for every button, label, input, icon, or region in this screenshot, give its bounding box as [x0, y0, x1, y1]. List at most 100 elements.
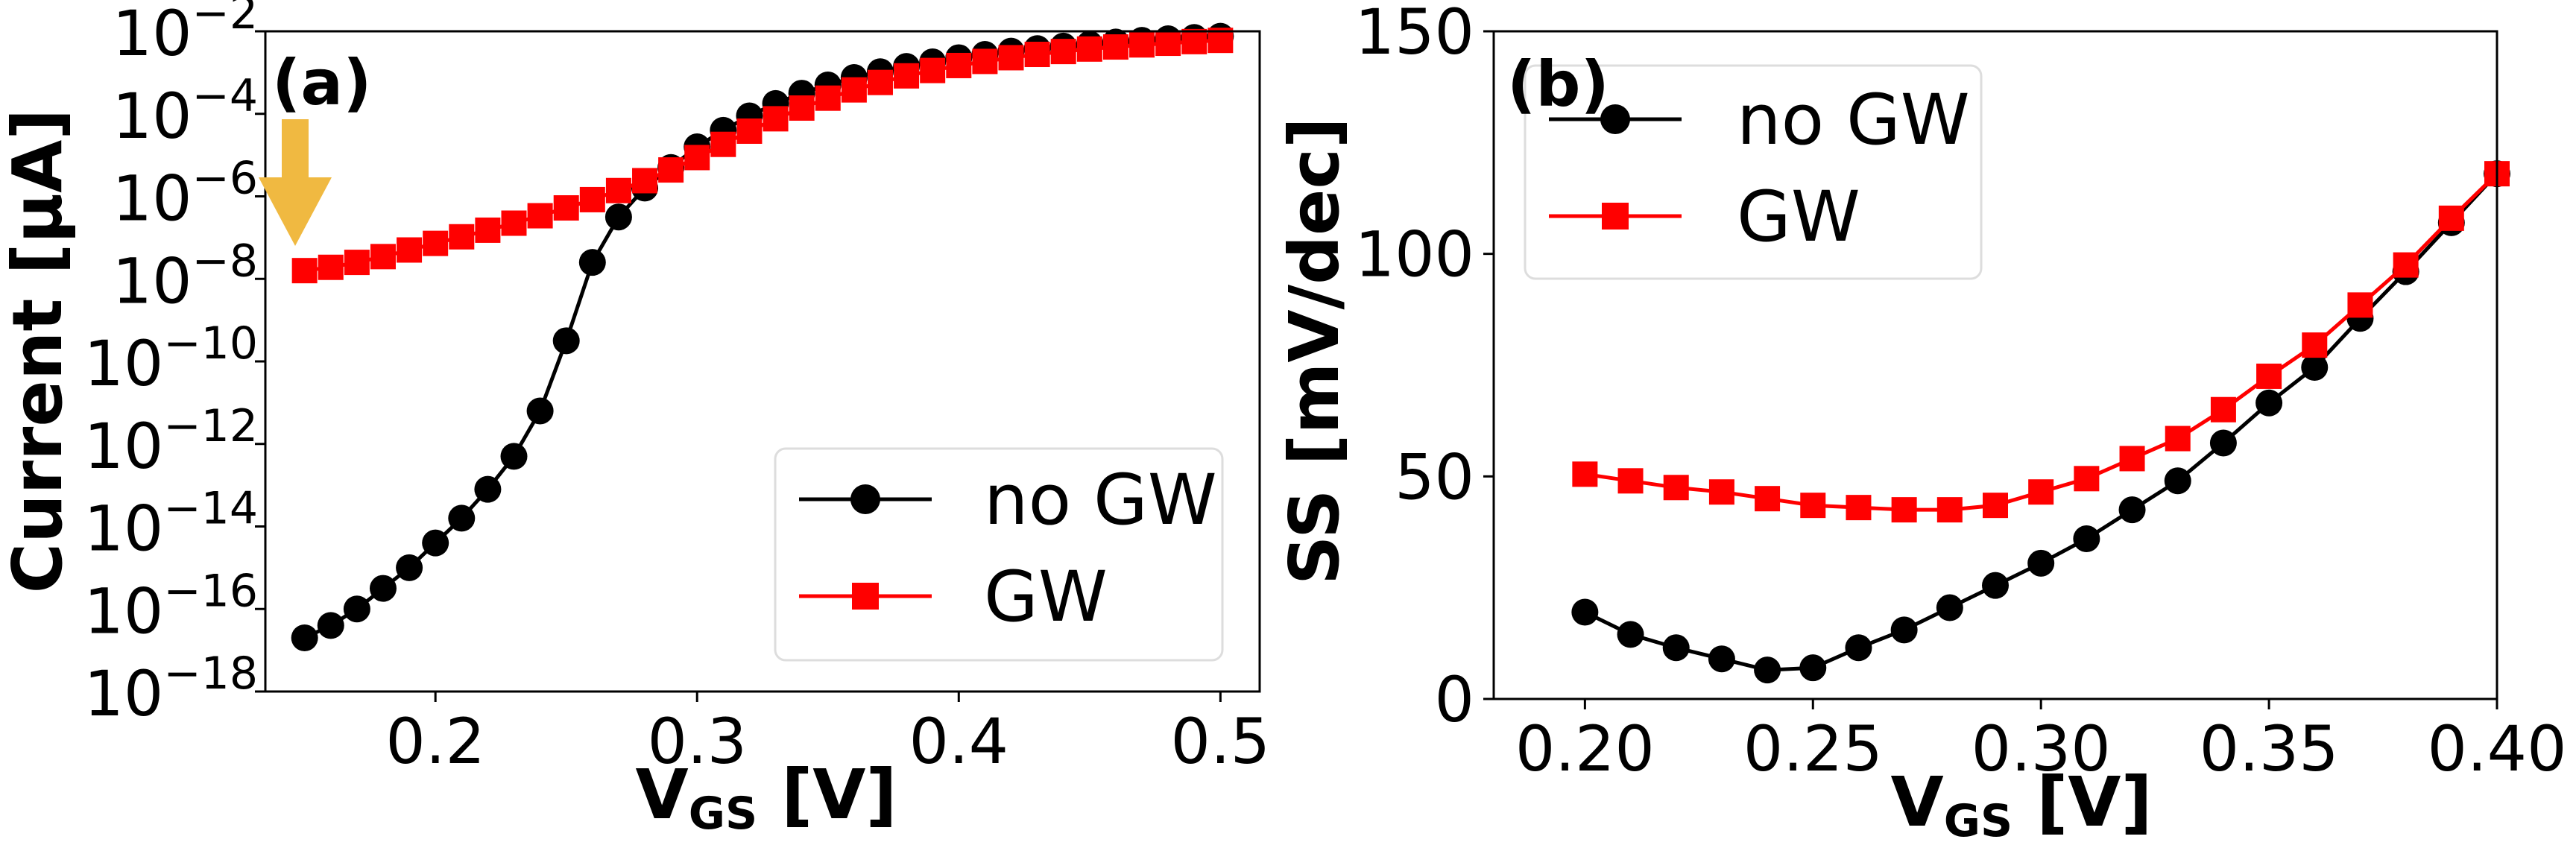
panel-b-axes-frame [1492, 30, 2498, 700]
x-tick-label: 0.3 [647, 705, 747, 778]
legend-marker-no-gw [1600, 104, 1630, 134]
data-point-gw [2256, 363, 2282, 389]
data-point-gw [736, 118, 763, 145]
data-point-gw [1076, 36, 1102, 62]
y-tick-base: 10 [83, 657, 163, 730]
data-point-no-gw [474, 475, 502, 503]
y-tick-base: 10 [113, 80, 192, 153]
panel-a-legend: no GW GW [774, 447, 1224, 662]
arrow-shaft [282, 119, 309, 177]
data-point-gw [1936, 497, 1963, 523]
data-point-gw [2393, 252, 2419, 278]
data-point-gw [972, 48, 998, 75]
x-label-sub: GS [1944, 795, 2012, 847]
data-point-no-gw [291, 624, 318, 652]
data-point-gw [397, 237, 423, 263]
y-tick-base: 10 [113, 162, 192, 235]
y-tick-exponent: −6 [192, 153, 258, 205]
data-point-no-gw [317, 612, 344, 639]
panel-b-series-layer [1571, 160, 2510, 684]
data-point-gw [894, 63, 920, 89]
data-point-gw [501, 210, 527, 236]
legend-label-no-gw: no GW [984, 460, 1217, 541]
data-point-gw [370, 244, 396, 270]
x-label-unit: [V] [757, 755, 897, 835]
arrow-head [259, 177, 332, 246]
data-point-gw [2119, 446, 2145, 472]
data-point-gw [920, 57, 946, 83]
y-tick-label: 10−8 [113, 235, 258, 317]
data-point-gw [291, 258, 318, 284]
data-point-gw [2302, 332, 2328, 358]
data-point-gw [2347, 292, 2373, 318]
y-tick-exponent: −10 [163, 317, 258, 370]
data-point-no-gw [604, 203, 632, 231]
data-point-gw [1155, 31, 1181, 57]
data-point-gw [1617, 468, 1644, 494]
data-point-no-gw [343, 595, 370, 623]
data-point-no-gw [1708, 645, 1735, 673]
data-point-gw [1129, 32, 1155, 58]
panel-b-x-ticks: 0.20 0.25 0.30 0.35 0.40 [1515, 699, 2567, 785]
x-label-sub: GS [689, 788, 757, 840]
data-point-gw [449, 224, 475, 250]
legend-marker-gw [1602, 203, 1629, 230]
legend-marker-gw [852, 583, 879, 610]
panel-a-x-ticks: 0.2 0.3 0.4 0.5 [385, 692, 1270, 778]
data-point-gw [1102, 34, 1128, 60]
data-point-gw [684, 145, 710, 171]
data-point-gw [1983, 493, 2008, 519]
data-point-gw [2438, 205, 2464, 231]
data-point-gw [1181, 28, 1208, 54]
data-point-gw [553, 195, 579, 221]
data-point-gw [867, 69, 893, 95]
data-point-gw [1024, 42, 1050, 68]
data-point-gw [763, 106, 789, 132]
x-tick-label: 0.35 [2200, 712, 2339, 785]
data-point-no-gw [448, 504, 476, 532]
y-tick-label: 10−10 [83, 317, 258, 400]
data-point-gw [344, 250, 370, 276]
data-point-no-gw [2118, 496, 2146, 524]
y-tick-label: 10−2 [113, 0, 258, 70]
y-tick-base: 10 [83, 327, 163, 400]
y-tick-exponent: −18 [163, 648, 258, 700]
data-point-no-gw [1754, 656, 1781, 684]
x-tick-label: 0.25 [1743, 712, 1883, 785]
legend-label-gw: GW [984, 557, 1108, 638]
data-point-gw [841, 77, 867, 103]
y-tick-label: 0 [1435, 663, 1474, 736]
y-tick-label: 10−4 [113, 70, 258, 153]
panel-a-arrow-annotation [259, 119, 332, 246]
panel-a-x-axis-label: VGS [V] [636, 755, 897, 840]
x-tick-label: 0.40 [2427, 712, 2566, 785]
data-point-gw [998, 45, 1024, 71]
panel-a-y-axis-label: Current [µA] [0, 109, 78, 594]
data-point-no-gw [1936, 594, 1963, 621]
x-tick-label: 0.5 [1171, 705, 1271, 778]
data-point-gw [605, 177, 631, 203]
panel-a-y-ticks: 10−210−410−610−810−1010−1210−1410−1610−1… [83, 0, 265, 730]
data-point-gw [632, 168, 658, 194]
data-point-gw [1663, 475, 1689, 501]
data-point-no-gw [552, 327, 580, 355]
data-point-gw [815, 85, 841, 111]
x-tick-label: 0.2 [385, 705, 485, 778]
y-tick-label: 10−14 [83, 483, 258, 566]
data-point-no-gw [2164, 467, 2191, 495]
y-tick-label: 10−18 [83, 648, 258, 730]
x-tick-label: 0.20 [1515, 712, 1655, 785]
y-tick-label: 10−16 [83, 565, 258, 648]
data-point-no-gw [1890, 616, 1918, 644]
legend-marker-no-gw [850, 484, 880, 514]
y-tick-base: 10 [113, 0, 192, 70]
data-point-no-gw [526, 397, 554, 425]
data-point-gw [710, 131, 736, 157]
data-point-gw [475, 217, 501, 243]
y-tick-label: 150 [1355, 0, 1474, 69]
data-point-no-gw [2073, 525, 2100, 552]
y-tick-exponent: −14 [163, 483, 258, 535]
data-point-gw [527, 203, 553, 229]
data-point-gw [423, 230, 449, 256]
